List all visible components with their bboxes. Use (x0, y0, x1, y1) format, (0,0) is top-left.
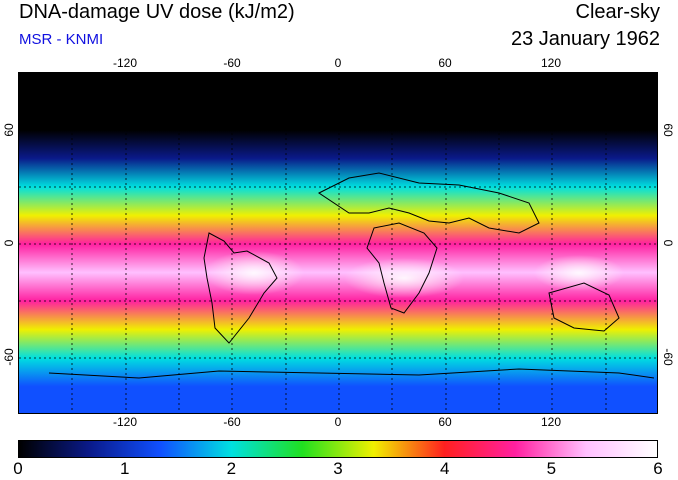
australia-outline (548, 282, 620, 332)
south-america-hotspot (204, 251, 304, 295)
dose-field (19, 73, 657, 413)
lon-tick-top: 120 (540, 56, 562, 70)
sky-condition-label: Clear-sky (575, 1, 660, 23)
uv-dose-map (18, 72, 658, 414)
map-canvas (19, 73, 657, 413)
lon-tick-top: 60 (438, 56, 452, 70)
colorbar-label: 6 (653, 459, 663, 478)
africa-outline (366, 222, 438, 314)
africa-hotspot (344, 258, 464, 298)
australia-hotspot (534, 255, 624, 291)
source-label: MSR - KNMI (19, 31, 104, 48)
lat-tick-left: 0 (2, 239, 16, 247)
graticule (19, 73, 657, 413)
lon-tick-top: -60 (223, 56, 241, 70)
colorbar-label: 3 (333, 459, 343, 478)
colorbar-label: 1 (119, 459, 130, 478)
lon-tick-top: 0 (334, 56, 342, 70)
south-america-outline (203, 232, 278, 344)
antarctica-outline (48, 368, 655, 379)
lat-tick-right: -60 (661, 348, 675, 366)
lat-tick-right: 0 (661, 239, 675, 247)
colorbar-label: 0 (13, 459, 23, 478)
colorbar (18, 440, 658, 458)
colorbar-label: 2 (226, 459, 237, 478)
lat-tick-right: 60 (661, 123, 675, 137)
lon-tick-bottom: 60 (438, 415, 452, 429)
lon-tick-bottom: -120 (112, 415, 138, 429)
colorbar-label: 4 (439, 459, 450, 478)
coastlines (48, 172, 655, 379)
map-title: DNA-damage UV dose (kJ/m2) (19, 1, 295, 23)
lon-tick-bottom: 0 (334, 415, 342, 429)
colorbar-label: 5 (546, 459, 557, 478)
lon-tick-top: -120 (112, 56, 138, 70)
date-label: 23 January 1962 (510, 28, 660, 50)
lon-tick-bottom: -60 (223, 415, 241, 429)
lon-tick-bottom: 120 (540, 415, 562, 429)
lat-tick-left: 60 (2, 123, 16, 137)
lat-tick-left: -60 (2, 348, 16, 366)
eurasia-outline (318, 172, 540, 234)
